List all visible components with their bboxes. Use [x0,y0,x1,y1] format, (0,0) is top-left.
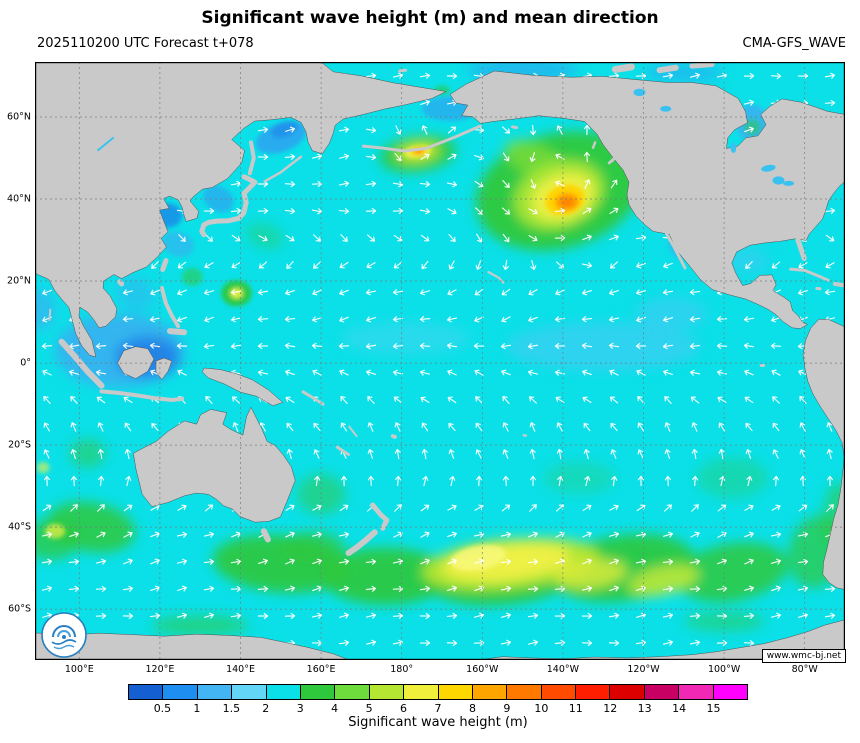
lat-label: 20°S [8,439,31,451]
colorbar-cell [404,685,439,699]
lon-label: 140°E [226,664,255,675]
colorbar-cell [576,685,611,699]
wmc-logo [40,611,88,659]
colorbar-tick: 10 [534,702,549,715]
watermark: www.wmc-bj.net [761,649,846,663]
colorbar-tick: 2 [262,702,270,715]
lat-label: 20°N [7,275,31,287]
colorbar-cell [438,685,473,699]
colorbar-ticks: 0.5 1 1.5 2 3 4 5 6 7 8 9 10 11 12 13 14 15 [128,700,748,715]
colorbar-cell [369,685,405,699]
colorbar-cell [713,685,748,699]
colorbar-cell [335,685,370,699]
lon-label: 120°W [627,664,660,675]
colorbar-cell [507,685,542,699]
colorbar-tick: 0.5 [153,702,172,715]
colorbar-tick: 12 [603,702,618,715]
lat-label: 0° [20,357,31,369]
colorbar-tick: 15 [706,702,721,715]
lon-label: 160°E [306,664,336,675]
colorbar-tick: 4 [331,702,339,715]
colorbar-tick: 9 [503,702,511,715]
colorbar-cells [128,684,748,700]
lon-label: 140°W [546,664,580,675]
colorbar-tick: 11 [568,702,583,715]
colorbar: 0.5 1 1.5 2 3 4 5 6 7 8 9 10 11 12 13 14 15 Significant … [128,684,748,730]
colorbar-cell [679,685,714,699]
colorbar-tick: 5 [365,702,373,715]
colorbar-cell [541,685,577,699]
lat-label: 60°N [7,111,31,123]
forecast-time-label: 2025110200 UTC Forecast t+078 [37,36,254,51]
colorbar-tick: 13 [637,702,652,715]
colorbar-cell [197,685,233,699]
colorbar-cell [300,685,336,699]
chart-title: Significant wave height (m) and mean dir… [201,8,659,28]
colorbar-tick: 6 [400,702,408,715]
wmc-logo-icon [41,612,87,658]
colorbar-cell [644,685,680,699]
colorbar-cell [266,685,301,699]
lat-label: 40°N [7,193,31,205]
pacific-wave-map [35,62,845,660]
colorbar-cell [232,685,267,699]
colorbar-tick: 7 [434,702,442,715]
colorbar-tick: 8 [468,702,476,715]
colorbar-cell [129,685,164,699]
lon-label: 100°E [64,664,94,675]
lon-label: 120°E [145,664,175,675]
colorbar-tick: 14 [672,702,687,715]
lon-label: 180° [390,664,414,675]
colorbar-tick: 1.5 [222,702,241,715]
colorbar-cell [472,685,508,699]
colorbar-cell [610,685,645,699]
lon-label: 160°W [466,664,499,675]
colorbar-label: Significant wave height (m) [348,715,528,730]
lat-label: 40°S [8,521,31,533]
lat-label: 60°S [8,603,31,615]
lon-label: 100°W [707,664,741,675]
colorbar-tick: 1 [193,702,201,715]
model-name-label: CMA-GFS_WAVE [742,36,846,51]
colorbar-tick: 3 [296,702,304,715]
colorbar-cell [163,685,198,699]
lon-label: 80°W [791,664,818,675]
